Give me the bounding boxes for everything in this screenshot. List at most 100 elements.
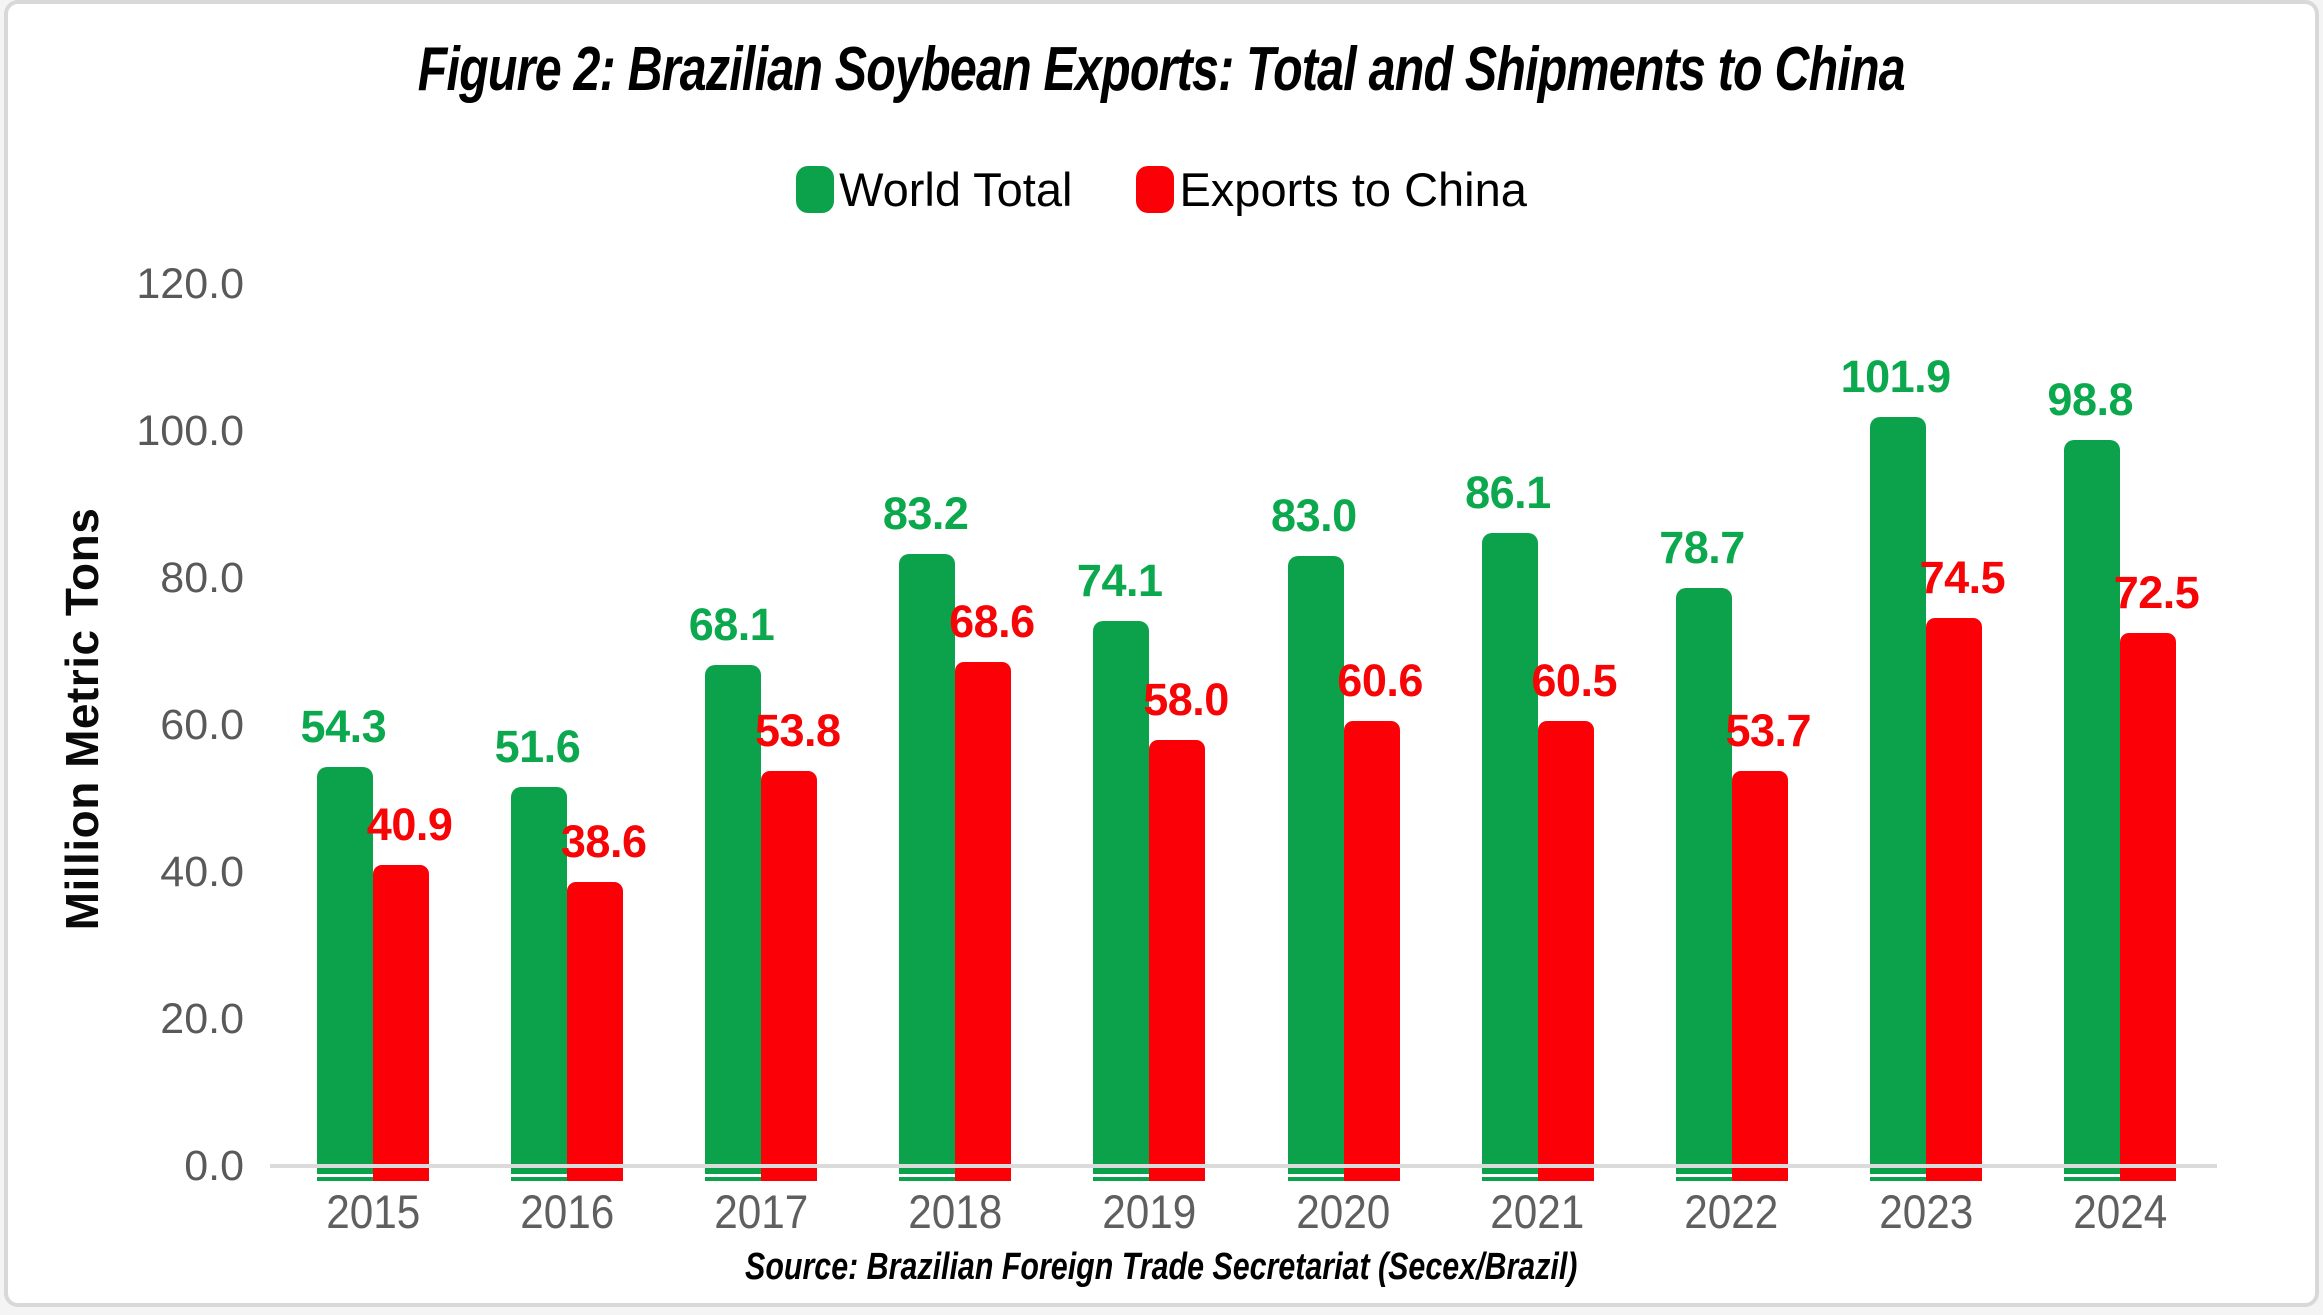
y-tick-label: 40.0	[160, 848, 244, 896]
x-axis-line	[270, 1164, 2217, 1168]
bar-pair: 98.8 72.5	[2047, 284, 2200, 1181]
bar-label-world-total: 83.0	[1271, 489, 1357, 541]
bar-world-total-base-strip	[1093, 1177, 1150, 1181]
bar-group: 98.8 72.5 2024	[2023, 284, 2217, 1238]
bar-label-world-total: 74.1	[1076, 555, 1163, 607]
bar-exports-china	[1149, 739, 1206, 1181]
bar-label-exports-china: 53.8	[754, 704, 841, 756]
bar-world-total	[1093, 621, 1150, 1174]
bar-world-total-base-strip	[1287, 1177, 1344, 1181]
bar-exports-china	[955, 661, 1012, 1181]
bar-pair: 101.9 74.5	[1841, 284, 2006, 1181]
y-tick-label: 120.0	[136, 260, 244, 308]
bar-world-total	[705, 665, 762, 1174]
bar-pair: 78.7 53.7	[1659, 284, 1812, 1181]
bar-pair: 74.1 58.0	[1077, 284, 1229, 1181]
x-tick-label-text: 2015	[325, 1185, 421, 1238]
x-tick-label: 2016	[470, 1184, 664, 1239]
x-tick-label: 2017	[664, 1184, 858, 1239]
bar-world-total	[317, 766, 374, 1174]
chart-source-text: Source: Brazilian Foreign Trade Secretar…	[745, 1246, 1578, 1288]
plot-area: 54.3 40.9 2015 51.6 38.6 2016 68.1 53.8 2017 83.2…	[270, 284, 2217, 1238]
bar-label-world-total: 78.7	[1659, 521, 1745, 573]
y-axis-ticks: 0.0 20.0 40.0 60.0 80.0 100.0 120.0	[8, 260, 244, 1190]
bar-world-total-base-strip	[1481, 1177, 1538, 1181]
y-tick-label: 100.0	[136, 407, 244, 455]
bar-world-total	[1481, 533, 1538, 1174]
legend-item-exports-china: Exports to China	[1136, 162, 1527, 217]
bar-pair: 86.1 60.5	[1465, 284, 1617, 1181]
bar-group: 86.1 60.5 2021	[1441, 284, 1635, 1238]
x-tick-label-text: 2024	[2072, 1185, 2167, 1238]
x-tick-label-text: 2017	[714, 1185, 809, 1238]
chart-title: Figure 2: Brazilian Soybean Exports: Tot…	[8, 34, 2315, 105]
bar-world-total	[511, 786, 568, 1174]
bar-world-total-base-strip	[511, 1177, 568, 1181]
bar-world-total	[899, 554, 956, 1174]
bar-group: 101.9 74.5 2023	[1829, 284, 2023, 1238]
legend-label-world-total: World Total	[839, 163, 1073, 216]
bar-world-total	[1287, 555, 1344, 1174]
bar-world-total	[1675, 587, 1732, 1174]
x-tick-label-text: 2020	[1296, 1185, 1391, 1238]
x-tick-label: 2020	[1247, 1184, 1441, 1239]
bar-label-exports-china: 60.6	[1337, 654, 1423, 706]
bar-world-total-base-strip	[1869, 1177, 1926, 1181]
bar-world-total-base-strip	[705, 1177, 762, 1181]
bar-label-exports-china: 38.6	[560, 816, 647, 868]
bar-exports-china	[567, 882, 624, 1181]
x-tick-label-text: 2022	[1684, 1185, 1779, 1238]
bar-pair: 51.6 38.6	[495, 284, 647, 1181]
x-tick-label-text: 2023	[1878, 1185, 1973, 1238]
bar-exports-china	[1731, 771, 1788, 1181]
bar-group: 74.1 58.0 2019	[1052, 284, 1246, 1238]
y-tick-label: 80.0	[160, 554, 244, 602]
bar-label-world-total: 86.1	[1465, 467, 1551, 519]
world-total-swatch-icon	[796, 166, 835, 213]
bar-label-exports-china: 68.6	[949, 595, 1035, 647]
bar-label-exports-china: 74.5	[1919, 552, 2006, 604]
bar-exports-china	[2119, 633, 2176, 1181]
bar-world-total	[2063, 439, 2120, 1174]
chart-source: Source: Brazilian Foreign Trade Secretar…	[8, 1246, 2315, 1289]
legend: World Total Exports to China	[8, 162, 2315, 217]
bar-pair: 83.2 68.6	[883, 284, 1035, 1181]
x-tick-label: 2015	[276, 1184, 470, 1239]
bar-pair: 83.0 60.6	[1271, 284, 1423, 1181]
x-tick-label-text: 2016	[520, 1185, 615, 1238]
exports-china-swatch-icon	[1136, 166, 1175, 213]
bar-label-exports-china: 72.5	[2113, 567, 2200, 619]
bar-world-total	[1869, 417, 1926, 1174]
chart-frame: Figure 2: Brazilian Soybean Exports: Tot…	[4, 0, 2319, 1307]
legend-item-world-total: World Total	[796, 162, 1072, 217]
x-tick-label-text: 2018	[908, 1185, 1003, 1238]
x-tick-label: 2021	[1441, 1184, 1635, 1239]
x-tick-label: 2019	[1052, 1184, 1246, 1239]
chart-title-text: Figure 2: Brazilian Soybean Exports: Tot…	[417, 35, 1906, 104]
bar-label-world-total: 98.8	[2047, 373, 2134, 425]
bar-exports-china	[1343, 720, 1400, 1181]
bar-group: 68.1 53.8 2017	[664, 284, 858, 1238]
bar-exports-china	[761, 770, 818, 1181]
bar-group: 83.0 60.6 2020	[1247, 284, 1441, 1238]
bar-label-world-total: 51.6	[494, 720, 581, 772]
x-tick-label: 2022	[1635, 1184, 1829, 1239]
bar-label-exports-china: 40.9	[366, 799, 453, 851]
x-tick-label: 2024	[2023, 1184, 2217, 1239]
bar-label-world-total: 101.9	[1840, 351, 1952, 403]
bar-label-world-total: 54.3	[300, 700, 387, 752]
bar-group: 54.3 40.9 2015	[276, 284, 470, 1238]
x-tick-label: 2018	[858, 1184, 1052, 1239]
bar-group: 78.7 53.7 2022	[1635, 284, 1829, 1238]
bar-exports-china	[1925, 618, 1982, 1181]
bar-pair: 68.1 53.8	[689, 284, 841, 1181]
x-tick-label-text: 2019	[1102, 1185, 1197, 1238]
bar-label-world-total: 83.2	[882, 488, 969, 540]
bar-world-total-base-strip	[1675, 1177, 1732, 1181]
legend-label-exports-china: Exports to China	[1179, 163, 1527, 216]
bar-label-world-total: 68.1	[688, 599, 775, 651]
bar-world-total-base-strip	[317, 1177, 374, 1181]
bar-label-exports-china: 60.5	[1531, 655, 1617, 707]
y-tick-label: 0.0	[184, 1142, 244, 1190]
bar-label-exports-china: 58.0	[1143, 673, 1229, 725]
